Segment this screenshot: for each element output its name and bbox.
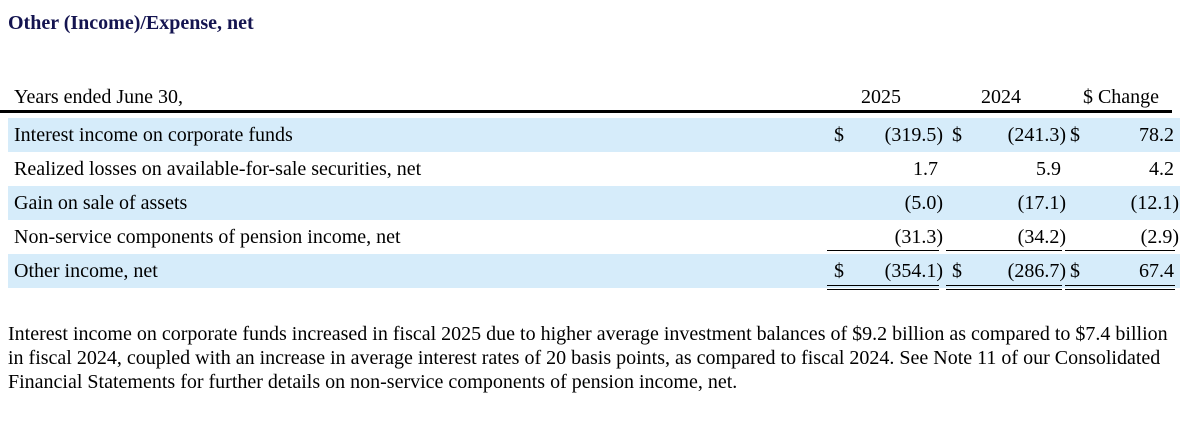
table-header-row: Years ended June 30, 2025 2024 $ Change (8, 84, 1180, 110)
header-rule (0, 110, 1172, 113)
value-2025: 1.7 (913, 158, 938, 180)
explanatory-paragraph: Interest income on corporate funds incre… (8, 323, 1168, 393)
value-2025: (319.5) (884, 124, 943, 146)
dollar-sign: $ (952, 260, 962, 282)
total-double-rule (1065, 289, 1175, 290)
header-2025: 2025 (861, 86, 901, 108)
value-2024: (286.7) (1007, 260, 1066, 282)
total-double-rule (946, 289, 1062, 290)
header-change: $ Change (1082, 86, 1160, 108)
header-label: Years ended June 30, (14, 86, 184, 108)
row-label: Other income, net (14, 260, 158, 282)
subtotal-rule (827, 250, 939, 251)
table-row: Non-service components of pension income… (8, 220, 1180, 254)
value-2025: (354.1) (884, 260, 943, 282)
header-2024: 2024 (981, 86, 1021, 108)
subtotal-rule (1065, 250, 1175, 251)
dollar-sign: $ (834, 124, 844, 146)
row-label: Gain on sale of assets (14, 192, 188, 214)
total-double-rule (1065, 285, 1175, 286)
subtotal-rule (946, 250, 1062, 251)
dollar-sign: $ (1070, 124, 1080, 146)
dollar-sign: $ (834, 260, 844, 282)
table-row: Gain on sale of assets (5.0) (17.1) (12.… (8, 186, 1180, 220)
value-2024: 5.9 (1036, 158, 1061, 180)
value-2024: (17.1) (1017, 192, 1066, 214)
section-title: Other (Income)/Expense, net (8, 12, 254, 34)
financial-table: Years ended June 30, 2025 2024 $ Change … (8, 84, 1180, 288)
value-2025: (31.3) (894, 226, 943, 248)
value-change: 67.4 (1139, 260, 1174, 282)
row-label: Interest income on corporate funds (14, 124, 293, 146)
table-total-row: Other income, net $ (354.1) $ (286.7) $ … (8, 254, 1180, 288)
dollar-sign: $ (1070, 260, 1080, 282)
total-double-rule (827, 285, 939, 286)
dollar-sign: $ (952, 124, 962, 146)
value-2024: (34.2) (1017, 226, 1066, 248)
row-label: Realized losses on available-for-sale se… (14, 158, 422, 180)
value-2025: (5.0) (904, 192, 943, 214)
table-row: Interest income on corporate funds $ (31… (8, 118, 1180, 152)
total-double-rule (946, 285, 1062, 286)
value-2024: (241.3) (1007, 124, 1066, 146)
value-change: (12.1) (1130, 192, 1179, 214)
value-change: 4.2 (1149, 158, 1174, 180)
value-change: 78.2 (1139, 124, 1174, 146)
table-row: Realized losses on available-for-sale se… (8, 152, 1180, 186)
total-double-rule (827, 289, 939, 290)
value-change: (2.9) (1140, 226, 1179, 248)
row-label: Non-service components of pension income… (14, 226, 401, 248)
